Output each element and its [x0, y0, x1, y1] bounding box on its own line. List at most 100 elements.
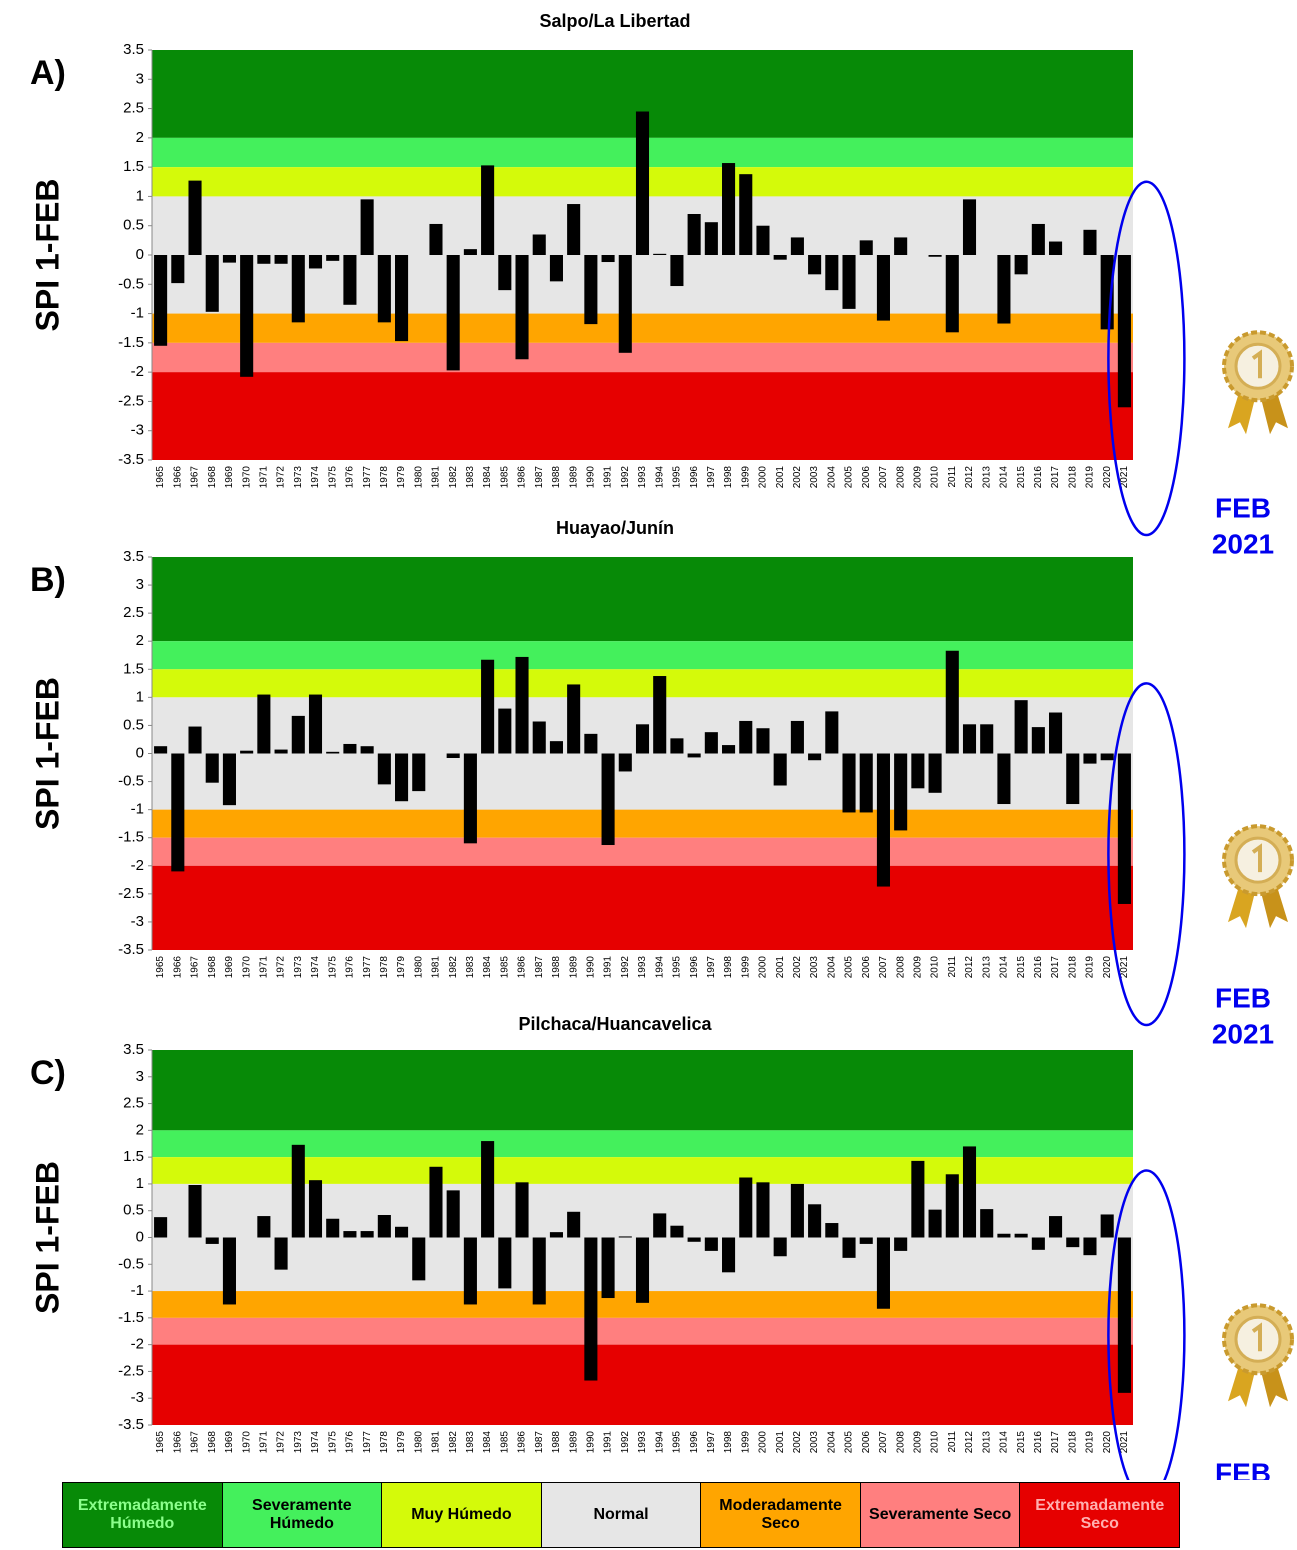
x-tick-label: 2007 — [878, 956, 889, 979]
x-tick-label: 1976 — [345, 956, 356, 979]
x-tick-label: 1986 — [517, 956, 528, 979]
panel-label: B) — [30, 561, 66, 599]
bar — [498, 1238, 511, 1289]
x-tick-label: 1989 — [568, 466, 579, 489]
category-band — [152, 1318, 1133, 1345]
x-tick-label: 2008 — [895, 956, 906, 979]
x-tick-label: 1992 — [620, 956, 631, 979]
y-tick-label: -0.5 — [118, 1255, 144, 1272]
bar — [1032, 224, 1045, 255]
x-tick-label: 2005 — [844, 466, 855, 489]
x-tick-label: 2002 — [792, 466, 803, 489]
bar — [515, 1182, 528, 1237]
y-tick-label: 0.5 — [123, 716, 144, 733]
x-tick-label: 1990 — [586, 1431, 597, 1454]
y-tick-label: -0.5 — [118, 773, 144, 790]
x-tick-label: 2006 — [861, 466, 872, 489]
x-tick-label: 1977 — [362, 956, 373, 979]
y-tick-label: -1.5 — [118, 334, 144, 351]
bar — [980, 1209, 993, 1237]
bar — [292, 255, 305, 322]
x-tick-label: 1978 — [379, 466, 390, 489]
bar — [292, 1145, 305, 1238]
bar — [602, 754, 615, 846]
bar — [395, 1227, 408, 1238]
x-tick-label: 1982 — [448, 466, 459, 489]
x-tick-label: 2008 — [895, 466, 906, 489]
x-tick-label: 2015 — [1016, 466, 1027, 489]
y-tick-label: -3 — [131, 422, 144, 439]
x-tick-label: 1980 — [413, 1431, 424, 1454]
x-tick-label: 1975 — [327, 466, 338, 489]
x-tick-label: 1976 — [345, 466, 356, 489]
x-tick-label: 1981 — [431, 466, 442, 489]
bar — [533, 235, 546, 256]
bar — [825, 1223, 838, 1237]
x-tick-label: 2012 — [964, 466, 975, 489]
x-tick-label: 1974 — [310, 956, 321, 979]
bar — [206, 754, 219, 783]
bar — [378, 1215, 391, 1238]
bar — [223, 754, 236, 806]
bar — [343, 1231, 356, 1237]
bar — [343, 255, 356, 305]
x-tick-label: 2002 — [792, 956, 803, 979]
bar — [1015, 1234, 1028, 1238]
x-tick-label: 2010 — [930, 1431, 941, 1454]
bar — [842, 754, 855, 813]
x-tick-label: 2019 — [1085, 1431, 1096, 1454]
x-tick-label: 2004 — [826, 1431, 837, 1454]
y-tick-label: 3.5 — [123, 548, 144, 565]
y-tick-label: -2 — [131, 363, 144, 380]
bar — [636, 724, 649, 753]
bar — [584, 1238, 597, 1381]
bar — [825, 711, 838, 753]
x-tick-label: 1974 — [310, 1431, 321, 1454]
bar — [1032, 1238, 1045, 1250]
bar — [1118, 1238, 1131, 1393]
bar — [1049, 713, 1062, 754]
x-tick-label: 1968 — [207, 956, 218, 979]
y-tick-label: 0.5 — [123, 217, 144, 234]
x-tick-label: 2017 — [1050, 1431, 1061, 1454]
y-tick-label: -2 — [131, 1336, 144, 1353]
bar — [1083, 230, 1096, 255]
x-tick-label: 2004 — [826, 466, 837, 489]
x-tick-label: 1970 — [241, 466, 252, 489]
x-tick-label: 2000 — [758, 956, 769, 979]
bar — [498, 709, 511, 754]
bar — [825, 255, 838, 290]
y-tick-label: -2.5 — [118, 392, 144, 409]
bar — [223, 255, 236, 263]
x-tick-label: 1984 — [482, 956, 493, 979]
x-tick-label: 1989 — [568, 1431, 579, 1454]
x-tick-label: 1979 — [396, 466, 407, 489]
bar — [171, 255, 184, 283]
x-tick-label: 1971 — [259, 1431, 270, 1454]
legend-entry: Muy Húmedo — [382, 1483, 542, 1547]
bar — [688, 214, 701, 255]
bar — [361, 199, 374, 255]
x-tick-label: 2009 — [913, 956, 924, 979]
x-tick-label: 1983 — [465, 956, 476, 979]
chart-title: Huayao/Junín — [556, 518, 674, 538]
bar — [275, 750, 288, 754]
bar — [739, 174, 752, 255]
y-tick-label: 1 — [136, 688, 144, 705]
category-band — [152, 669, 1133, 697]
bar — [756, 226, 769, 255]
bar — [1118, 255, 1131, 407]
x-tick-label: 1973 — [293, 956, 304, 979]
y-tick-label: -3.5 — [118, 451, 144, 468]
bar — [464, 754, 477, 844]
x-tick-label: 1996 — [689, 466, 700, 489]
x-tick-label: 1987 — [534, 956, 545, 979]
x-tick-label: 2004 — [826, 956, 837, 979]
bar — [1101, 1214, 1114, 1237]
y-tick-label: -3 — [131, 1389, 144, 1406]
x-tick-label: 1997 — [706, 466, 717, 489]
legend-entry: Severamente Húmedo — [223, 1483, 383, 1547]
x-tick-label: 1994 — [654, 1431, 665, 1454]
